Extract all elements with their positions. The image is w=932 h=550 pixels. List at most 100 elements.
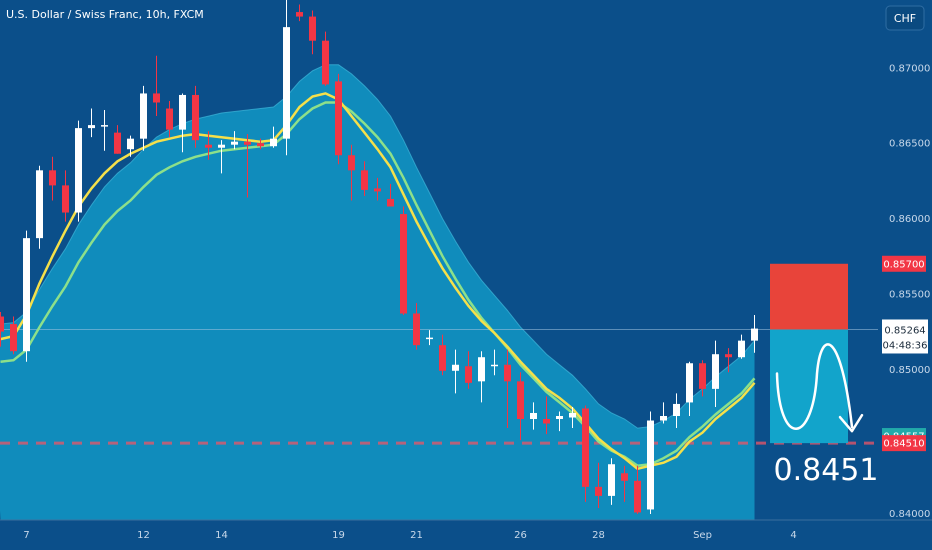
candle-body xyxy=(0,316,4,332)
candle-body xyxy=(660,416,667,421)
price-tick-label: 0.85500 xyxy=(889,289,930,300)
candle-body xyxy=(478,357,485,382)
price-tick-label: 0.86500 xyxy=(889,139,930,150)
candle xyxy=(23,230,30,362)
candle xyxy=(75,120,82,222)
candle xyxy=(62,170,69,222)
candle xyxy=(712,340,719,407)
price-tag-label: 0.85700 xyxy=(883,259,924,270)
candle-body xyxy=(231,141,238,145)
candle-body xyxy=(556,416,563,420)
candle xyxy=(465,351,472,389)
candle-body xyxy=(738,340,745,358)
candle xyxy=(634,465,641,514)
candle-body xyxy=(686,363,693,403)
candle xyxy=(478,351,485,403)
candle-body xyxy=(166,108,173,130)
candle xyxy=(296,4,303,22)
candle-body xyxy=(621,473,628,481)
candle-body xyxy=(491,364,498,367)
candle-body xyxy=(361,170,368,190)
candle-body xyxy=(10,324,17,352)
candle-body xyxy=(374,188,381,192)
candle xyxy=(569,406,576,429)
candle xyxy=(556,411,563,432)
candle xyxy=(647,411,654,514)
chart-title: U.S. Dollar / Swiss Franc, 10h, FXCM xyxy=(6,8,204,21)
candle xyxy=(686,361,693,416)
bar-countdown-label: 04:48:36 xyxy=(883,340,928,351)
price-line-layer xyxy=(0,328,878,445)
current-price-label: 0.85264 xyxy=(884,325,925,336)
price-tag-label: 0.84510 xyxy=(883,439,924,450)
candle-body xyxy=(88,125,95,129)
currency-button-label[interactable]: CHF xyxy=(894,12,916,25)
candle-body xyxy=(439,345,446,371)
moving-average-layer xyxy=(0,92,756,471)
candle xyxy=(595,462,602,508)
candle xyxy=(621,465,628,502)
candle xyxy=(231,131,238,150)
take-profit-zone[interactable] xyxy=(770,329,848,444)
candle xyxy=(140,85,147,151)
candle xyxy=(257,138,264,150)
candle-body xyxy=(257,143,264,147)
stop-loss-zone[interactable] xyxy=(770,263,848,330)
candle xyxy=(218,140,225,174)
candle xyxy=(608,458,615,505)
price-tick-label: 0.85000 xyxy=(889,365,930,376)
current-price-tag: 0.85264 04:48:36 xyxy=(882,319,928,354)
price-axis: 0.87000 0.86500 0.86000 0.85500 0.85000 0.840… xyxy=(889,63,930,520)
position-tool-layer: 0.8451 xyxy=(770,263,878,488)
candle xyxy=(699,360,706,397)
candle xyxy=(439,334,446,376)
projection-arrowhead xyxy=(838,413,864,433)
candle-body xyxy=(283,27,290,139)
currency-button[interactable]: CHF xyxy=(885,5,925,31)
candle-body xyxy=(543,419,550,424)
candle xyxy=(660,402,667,424)
candle-body xyxy=(23,238,30,352)
candle xyxy=(751,315,758,353)
candle-body xyxy=(634,480,641,513)
time-tick-label: 26 xyxy=(514,530,527,541)
time-tick-label: 14 xyxy=(215,530,228,541)
candles-layer xyxy=(0,0,758,514)
time-tick-label: 19 xyxy=(332,530,345,541)
candle xyxy=(504,349,511,429)
candle-body xyxy=(673,403,680,416)
candle-body xyxy=(465,366,472,383)
time-axis-panel xyxy=(0,520,932,550)
candle xyxy=(88,108,95,138)
candle-body xyxy=(192,94,199,141)
candle xyxy=(738,334,745,359)
candle xyxy=(725,348,732,373)
time-tick-label: 28 xyxy=(592,530,605,541)
candle xyxy=(127,135,134,157)
candle-body xyxy=(140,93,147,139)
candle-body xyxy=(309,16,316,41)
candle xyxy=(205,131,212,160)
candle xyxy=(153,55,160,117)
candle-body xyxy=(413,313,420,346)
candle-body xyxy=(400,214,407,314)
price-tag: 0.85700 xyxy=(882,255,926,272)
candle xyxy=(543,396,550,435)
current-price-tag-box xyxy=(882,319,928,354)
candle-body xyxy=(582,408,589,487)
candle-body xyxy=(205,144,212,148)
time-tick-label: Sep xyxy=(693,530,712,541)
candle-body xyxy=(335,81,342,156)
candle xyxy=(387,183,394,207)
candle-body xyxy=(296,12,303,17)
time-tick-label: 7 xyxy=(23,530,29,541)
candle xyxy=(426,330,433,346)
candle-body xyxy=(114,132,121,154)
candle xyxy=(335,73,342,165)
candle xyxy=(179,93,186,153)
price-tags: 0.857000.852670.845570.845100.8526404:48… xyxy=(882,255,928,452)
currency-button-frame[interactable] xyxy=(885,5,925,31)
candle-body xyxy=(699,363,706,389)
candle xyxy=(413,302,420,350)
